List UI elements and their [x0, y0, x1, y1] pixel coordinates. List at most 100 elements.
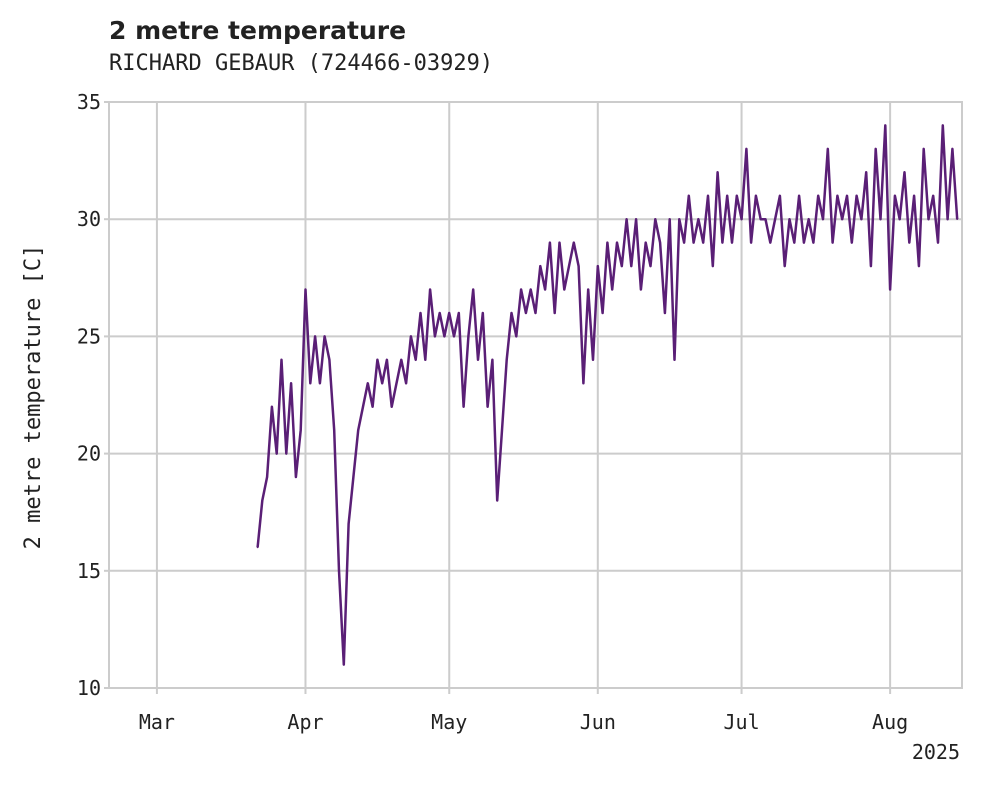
data-point	[630, 265, 633, 267]
data-point	[683, 241, 685, 244]
y-tick-label: 15	[77, 559, 101, 583]
data-point	[898, 218, 901, 220]
data-point	[879, 218, 882, 220]
data-point	[918, 265, 920, 267]
data-point	[606, 241, 609, 244]
data-point	[549, 241, 551, 244]
x-tick-label: Aug	[872, 710, 908, 734]
data-point	[927, 218, 930, 220]
data-point	[640, 288, 642, 291]
data-point	[587, 288, 589, 291]
data-point	[621, 265, 623, 267]
data-point	[592, 359, 594, 361]
data-point	[664, 312, 666, 314]
data-point	[649, 265, 652, 267]
data-point	[851, 241, 853, 244]
data-point	[894, 195, 896, 197]
data-point	[275, 452, 278, 455]
data-point	[486, 405, 489, 408]
data-point	[453, 335, 455, 338]
data-point	[256, 546, 259, 549]
data-point	[467, 335, 470, 338]
data-point	[515, 335, 518, 338]
series-line	[256, 124, 959, 666]
data-point	[601, 312, 604, 314]
data-point	[644, 241, 647, 244]
data-point	[913, 195, 915, 197]
x-tick-label: Jul	[723, 710, 759, 734]
data-point	[870, 265, 872, 267]
data-point	[333, 429, 336, 432]
data-point	[673, 359, 676, 361]
data-point	[812, 241, 815, 244]
data-point	[611, 288, 613, 291]
data-point	[438, 312, 441, 314]
data-point	[827, 148, 829, 150]
data-point	[731, 241, 733, 244]
data-point	[874, 148, 877, 150]
data-point	[884, 124, 887, 127]
y-axis-label: 2 metre temperature [C]	[21, 245, 46, 550]
data-point	[376, 359, 379, 361]
data-point	[496, 499, 499, 502]
data-point	[774, 218, 776, 220]
data-point	[788, 218, 791, 220]
data-point	[280, 359, 283, 361]
data-point	[702, 241, 704, 244]
x-tick-label: May	[431, 710, 467, 734]
data-point	[697, 218, 700, 220]
data-point	[266, 476, 268, 478]
data-point	[520, 288, 522, 291]
data-point	[951, 148, 954, 150]
data-point	[501, 429, 503, 432]
data-point	[304, 288, 307, 291]
data-point	[841, 218, 843, 220]
data-point	[831, 241, 834, 244]
data-point	[769, 241, 772, 244]
data-point	[419, 312, 422, 314]
data-point	[659, 241, 661, 244]
data-point	[625, 218, 628, 220]
data-point	[448, 312, 451, 314]
data-point	[482, 312, 484, 314]
data-point	[395, 382, 398, 385]
data-point	[889, 288, 891, 291]
data-point	[922, 148, 925, 150]
data-point	[865, 171, 867, 174]
data-point	[352, 476, 355, 478]
data-point	[745, 148, 748, 150]
data-point	[472, 288, 475, 291]
data-point	[525, 312, 527, 314]
data-point	[726, 195, 728, 197]
data-point	[400, 359, 403, 361]
data-point	[362, 405, 364, 408]
data-point	[688, 195, 690, 197]
data-point	[534, 312, 537, 314]
data-point	[323, 335, 326, 338]
data-point	[405, 382, 407, 385]
data-point	[347, 523, 350, 525]
data-point	[299, 429, 302, 432]
x-axis-year-label: 2025	[912, 740, 960, 764]
data-point	[462, 405, 465, 408]
data-point	[371, 405, 374, 408]
x-tick-label: Apr	[287, 710, 323, 734]
data-point	[309, 382, 312, 385]
data-point	[855, 195, 858, 197]
data-point	[740, 218, 743, 220]
data-point	[539, 265, 542, 267]
data-point	[443, 335, 446, 338]
y-tick-label: 25	[77, 324, 101, 348]
data-point	[271, 405, 273, 408]
data-point	[846, 195, 848, 197]
data-point	[932, 195, 934, 197]
x-tick-label: Jun	[580, 710, 616, 734]
data-point	[937, 241, 939, 244]
data-point	[414, 359, 417, 361]
data-point	[386, 359, 388, 361]
data-point	[582, 382, 585, 385]
x-axis: Mar Apr May Jun Jul Aug	[139, 688, 908, 734]
data-point	[477, 359, 479, 361]
data-point	[434, 335, 436, 338]
